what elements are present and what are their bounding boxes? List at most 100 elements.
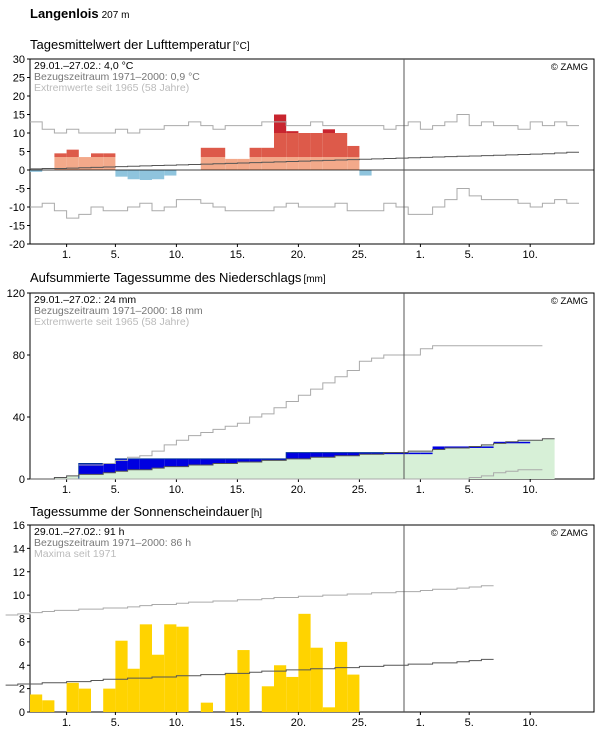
cumulative-precipitation-line [30, 452, 409, 480]
precipitation-bar [481, 446, 494, 448]
precipitation-bar [359, 452, 372, 455]
y-tick-label: 12 [13, 567, 25, 579]
temperature-unit: [°C] [232, 41, 250, 52]
temp-bar-cold [127, 170, 140, 180]
reference-precipitation-line [30, 438, 555, 480]
precipitation-bar [139, 458, 152, 470]
temp-bar-mid [103, 153, 116, 158]
x-tick-label: 20. [291, 484, 306, 496]
temp-bar-mid [91, 153, 104, 158]
temp-bar-cold [139, 170, 152, 180]
station-title: Langenlois 207 m [30, 6, 129, 21]
temp-bar-light [347, 157, 360, 170]
precipitation-bar [249, 458, 262, 462]
precipitation-bar [103, 463, 116, 473]
sunshine-bar [66, 682, 79, 712]
temp-bar-light [310, 157, 323, 170]
x-tick-label: 20. [291, 249, 306, 261]
sunshine-bar [200, 702, 213, 712]
temp-bar-light [298, 157, 311, 170]
sunshine-bar [347, 674, 360, 712]
info-line: 29.01.–27.02.: 91 h [34, 526, 125, 538]
x-tick-label: 5. [111, 484, 120, 496]
y-tick-label: 25 [13, 73, 25, 85]
temperature-panel-title: Tagesmittelwert der Lufttemperatur [°C] [30, 37, 250, 52]
y-tick-label: 5 [19, 147, 25, 159]
temp-bar-dark [274, 114, 287, 133]
y-tick-label: 0 [19, 707, 25, 719]
x-tick-label: 5. [465, 249, 474, 261]
x-tick-label: 1. [416, 249, 425, 261]
x-tick-label: 1. [416, 484, 425, 496]
precipitation-bar [396, 452, 409, 455]
y-tick-label: -15 [9, 221, 25, 233]
precipitation-bar [127, 458, 140, 470]
temp-bar-light [103, 157, 116, 170]
sunshine-bar [237, 650, 250, 712]
precipitation-bar [225, 458, 238, 464]
precipitation-unit: [mm] [303, 274, 326, 285]
y-tick-label: 8 [19, 614, 25, 626]
info-line: 29.01.–27.02.: 4,0 °C [34, 60, 134, 72]
precipitation-bar [335, 452, 348, 456]
precipitation-bar [457, 446, 470, 448]
y-tick-label: 10 [13, 128, 25, 140]
precipitation-bar [408, 452, 421, 455]
x-tick-label: 10. [523, 249, 538, 261]
y-tick-label: 0 [19, 165, 25, 177]
temp-bar-light [261, 157, 274, 170]
x-tick-label: 25. [352, 484, 367, 496]
x-tick-label: 20. [291, 717, 306, 729]
sunshine-title: Tagessumme der Sonnenscheindauer [30, 504, 249, 519]
y-tick-label: -5 [15, 184, 25, 196]
temp-bar-mid [322, 133, 335, 158]
y-tick-label: 15 [13, 110, 25, 122]
copyright-label: © ZAMG [551, 528, 588, 539]
mean-sunshine-line [5, 658, 494, 686]
precipitation-title: Aufsummierte Tagessumme des Niederschlag… [30, 270, 302, 285]
max-temperature-line [30, 114, 579, 134]
y-tick-label: -20 [9, 239, 25, 251]
temp-bar-mid [310, 133, 323, 158]
y-tick-label: 120 [7, 288, 25, 300]
temp-bar-light [78, 157, 91, 170]
x-tick-label: 10. [169, 484, 184, 496]
precipitation-bar [493, 441, 506, 444]
y-tick-label: 2 [19, 684, 25, 696]
temp-bar-dark [286, 131, 299, 133]
temp-bar-light [225, 158, 238, 170]
max-precipitation-line [78, 345, 543, 466]
sunshine-bar [139, 624, 152, 712]
precipitation-bar [91, 463, 104, 475]
temp-bar-cold [164, 170, 177, 176]
precipitation-bar [444, 446, 457, 448]
precipitation-bar [78, 463, 91, 475]
max-sunshine-line [5, 585, 494, 616]
sunshine-bar [152, 654, 165, 712]
temp-bar-light [322, 157, 335, 170]
sunshine-bar [310, 647, 323, 712]
info-line: Bezugszeitraum 1971–2000: 86 h [34, 537, 191, 549]
x-tick-label: 5. [465, 717, 474, 729]
precipitation-bar [261, 458, 274, 461]
y-tick-label: 80 [13, 350, 25, 362]
info-line: 29.01.–27.02.: 24 mm [34, 294, 136, 306]
x-tick-label: 15. [230, 484, 245, 496]
temp-bar-mid [54, 153, 67, 158]
precipitation-bar [152, 458, 165, 469]
sunshine-bar [78, 688, 91, 712]
x-tick-label: 1. [62, 484, 71, 496]
x-tick-label: 15. [230, 717, 245, 729]
info-line: Bezugszeitraum 1971–2000: 18 mm [34, 305, 203, 317]
x-tick-label: 1. [416, 717, 425, 729]
info-line: Bezugszeitraum 1971–2000: 0,9 °C [34, 71, 200, 83]
precipitation-bar [164, 458, 177, 467]
precipitation-bar [298, 452, 311, 459]
temp-bar-light [274, 157, 287, 170]
y-tick-label: 0 [19, 474, 25, 486]
min-precipitation-line [30, 469, 543, 480]
sunshine-bar [176, 626, 189, 712]
temp-bar-cold [359, 170, 372, 176]
y-tick-label: 4 [19, 660, 25, 672]
